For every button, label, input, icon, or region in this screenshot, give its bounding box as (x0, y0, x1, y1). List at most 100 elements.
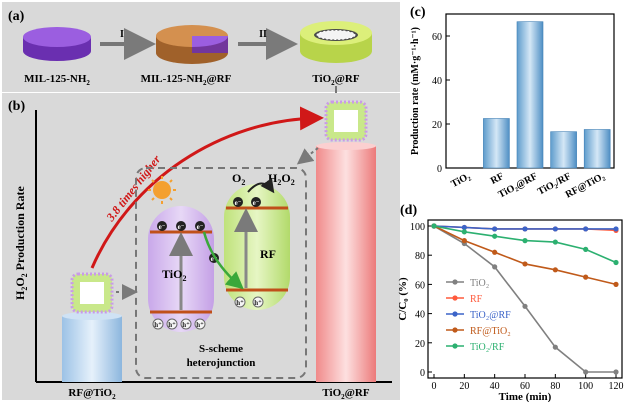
d-point-4-2 (492, 233, 498, 239)
d-point-3-1 (461, 238, 467, 244)
tio2-semiconductor (148, 206, 214, 332)
c-bar-1 (483, 118, 510, 169)
d-point-3-4 (552, 267, 558, 273)
scheme-caption-line2: heterojunction (187, 357, 256, 369)
d-y-tick-label: 60 (415, 280, 425, 291)
h2o2-label: H2O2 (268, 171, 295, 187)
c-bar-2 (516, 21, 544, 169)
d-point-4-1 (461, 229, 467, 235)
d-x-tick-label: 80 (550, 381, 560, 392)
d-point-2-4 (552, 226, 558, 232)
d-y-tick-label: 40 (415, 310, 425, 321)
d-legend-marker-2 (452, 311, 458, 317)
d-point-2-5 (583, 226, 589, 232)
d-point-0-2 (492, 264, 498, 270)
rf-tio2-particle-icon (70, 272, 114, 314)
degradation-line-chart: 0 20 40 60 80 100 0 20 40 60 80 100 120 Time (min) C/C… (397, 219, 624, 402)
d-y-tick-label: 80 (415, 251, 425, 262)
d-y-tick-label: 20 (415, 339, 425, 350)
tio2-rf-particle-icon (324, 100, 368, 142)
scheme-caption-line1: S-scheme (199, 343, 243, 355)
c-bar-4 (583, 129, 611, 169)
svg-text:e⁻: e⁻ (235, 199, 242, 207)
d-point-0-5 (583, 369, 589, 375)
d-point-4-6 (613, 259, 619, 266)
tio2-rf-ring (300, 21, 372, 63)
d-x-tick-label: 20 (459, 381, 469, 392)
svg-text:e⁻: e⁻ (211, 255, 218, 263)
d-point-3-5 (583, 274, 589, 280)
material-one-label: MIL-125-NH2 (24, 73, 90, 87)
material-three-label: TiO2@RF (312, 73, 359, 87)
c-y-tick-label: 20 (432, 120, 442, 131)
d-point-4-0 (431, 223, 437, 229)
step-two-label: II (259, 29, 267, 40)
mil-125-rf-disk (156, 25, 228, 64)
tio2-label: TiO2 (162, 267, 186, 283)
d-point-2-2 (492, 226, 498, 232)
oxygen-reduction-arrow (247, 177, 275, 194)
d-x-tick-label: 60 (520, 381, 530, 392)
d-legend-label-1: RF (470, 294, 483, 305)
oxygen-label: O2 (232, 171, 245, 187)
svg-text:e⁻: e⁻ (159, 223, 166, 231)
step-one-label: I (120, 29, 124, 40)
c-x-tick-label: TiO₂ (449, 171, 472, 190)
svg-text:e⁻: e⁻ (178, 223, 185, 231)
d-point-2-3 (522, 226, 528, 232)
svg-text:h⁺: h⁺ (182, 321, 190, 329)
d-x-tick-label: 100 (578, 381, 593, 392)
d-legend-label-2: TiO₂@RF (470, 310, 511, 321)
rf-electrons: e⁻ e⁻ (233, 197, 261, 207)
d-point-3-3 (522, 261, 528, 267)
d-legend-label-0: TiO₂ (470, 278, 489, 289)
d-legend-label-4: TiO₂/RF (470, 342, 505, 353)
d-y-tick-label: 100 (410, 222, 425, 233)
panel-b-y-label: H2O2 Production Rate (13, 186, 29, 300)
charge-transfer-arrow (202, 231, 244, 290)
svg-text:h⁺: h⁺ (154, 321, 162, 329)
material-two-label: MIL-125-NH2@RF (141, 73, 232, 87)
c-y-tick-label: 0 (437, 164, 442, 175)
rf-label: RF (260, 247, 276, 261)
panel-c-label: (c) (410, 5, 426, 20)
panel-b-label: (b) (8, 99, 25, 114)
d-legend-label-3: RF@TiO₂ (470, 326, 511, 337)
svg-text:e⁻: e⁻ (253, 199, 260, 207)
d-y-tick-label: 0 (420, 368, 425, 379)
d-x-axis-label: Time (min) (499, 391, 552, 402)
d-x-tick-label: 120 (609, 381, 624, 392)
d-point-4-3 (522, 238, 528, 244)
svg-text:h⁺: h⁺ (254, 299, 262, 307)
svg-text:h⁺: h⁺ (196, 321, 204, 329)
scheme-link-right (296, 147, 319, 165)
svg-text:h⁺: h⁺ (236, 299, 244, 307)
d-y-axis-label: C/C₀ (%) (397, 277, 409, 321)
tio2-electrons: e⁻ e⁻ e⁻ (157, 221, 205, 231)
rf-holes: h⁺ h⁺ (234, 296, 264, 308)
rf-tio2-cylinder (62, 312, 122, 382)
tio2-holes: h⁺ h⁺ h⁺ h⁺ (152, 318, 206, 330)
c-x-tick-label: RF (489, 171, 506, 187)
bar-rf-tio2-label: RF@TiO2 (68, 387, 116, 401)
d-point-4-5 (583, 246, 589, 252)
d-point-0-4 (552, 344, 558, 350)
d-legend-marker-4 (452, 343, 458, 349)
d-point-3-6 (613, 281, 619, 287)
c-y-tick-label: 60 (432, 32, 442, 43)
panel-a-label: (a) (8, 9, 25, 24)
d-x-tick-label: 40 (490, 381, 500, 392)
svg-text:h⁺: h⁺ (168, 321, 176, 329)
d-point-2-1 (461, 224, 467, 231)
improvement-arrow (90, 106, 324, 269)
d-x-tick-label: 0 (432, 381, 437, 392)
d-legend-marker-1 (452, 295, 458, 301)
d-series-line-3 (433, 225, 617, 286)
mil-125-disk (23, 27, 91, 61)
c-y-tick-label: 40 (432, 76, 442, 87)
d-point-4-4 (552, 239, 558, 245)
bar-tio2-rf-label: TiO2@RF (322, 387, 369, 401)
d-point-3-2 (492, 249, 498, 255)
d-legend-marker-0 (452, 279, 458, 285)
